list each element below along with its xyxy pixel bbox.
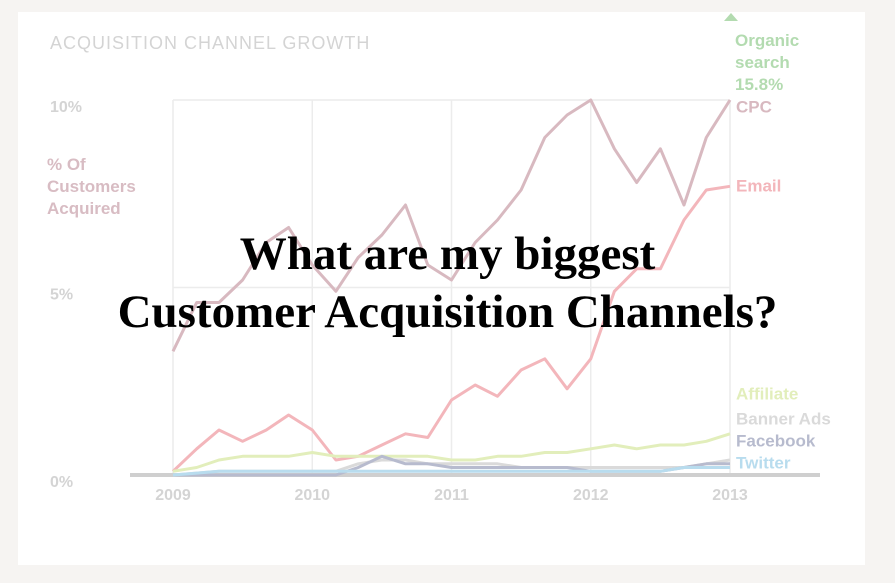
y-tick-label: 5% bbox=[50, 287, 73, 304]
overlay-line: What are my biggest bbox=[239, 228, 656, 280]
y-tick-label: 0% bbox=[50, 474, 73, 491]
series-label: Affiliate bbox=[736, 384, 798, 403]
offscale-name: Organic search bbox=[735, 31, 800, 72]
panel bbox=[18, 12, 865, 565]
y-axis-label: % Of Customers Acquired bbox=[47, 155, 136, 218]
overlay-question: What are my biggest Customer Acquisition… bbox=[0, 225, 895, 341]
overlay-line: Customer Acquisition Channels? bbox=[117, 286, 778, 338]
x-tick-label: 2010 bbox=[294, 487, 330, 504]
series-label: Twitter bbox=[736, 453, 791, 472]
series-line bbox=[172, 432, 731, 473]
x-tick-label: 2013 bbox=[712, 487, 748, 504]
series-line bbox=[171, 184, 731, 473]
y-tick-label: 10% bbox=[50, 99, 82, 116]
series-label: Facebook bbox=[736, 431, 816, 450]
series-label: Email bbox=[736, 176, 781, 195]
x-tick-label: 2012 bbox=[573, 487, 609, 504]
series-line bbox=[171, 98, 732, 352]
offscale-marker bbox=[724, 13, 738, 21]
chart-title: ACQUISITION CHANNEL GROWTH bbox=[50, 33, 371, 53]
x-tick-label: 2009 bbox=[155, 487, 191, 504]
offscale-value-label: 15.8% bbox=[735, 75, 784, 94]
series-label: Banner Ads bbox=[736, 409, 831, 428]
x-tick-label: 2011 bbox=[434, 487, 469, 504]
offscale-legend: Organic search 15.8% bbox=[735, 30, 825, 96]
series-label: CPC bbox=[736, 97, 772, 116]
series-line bbox=[172, 466, 730, 477]
